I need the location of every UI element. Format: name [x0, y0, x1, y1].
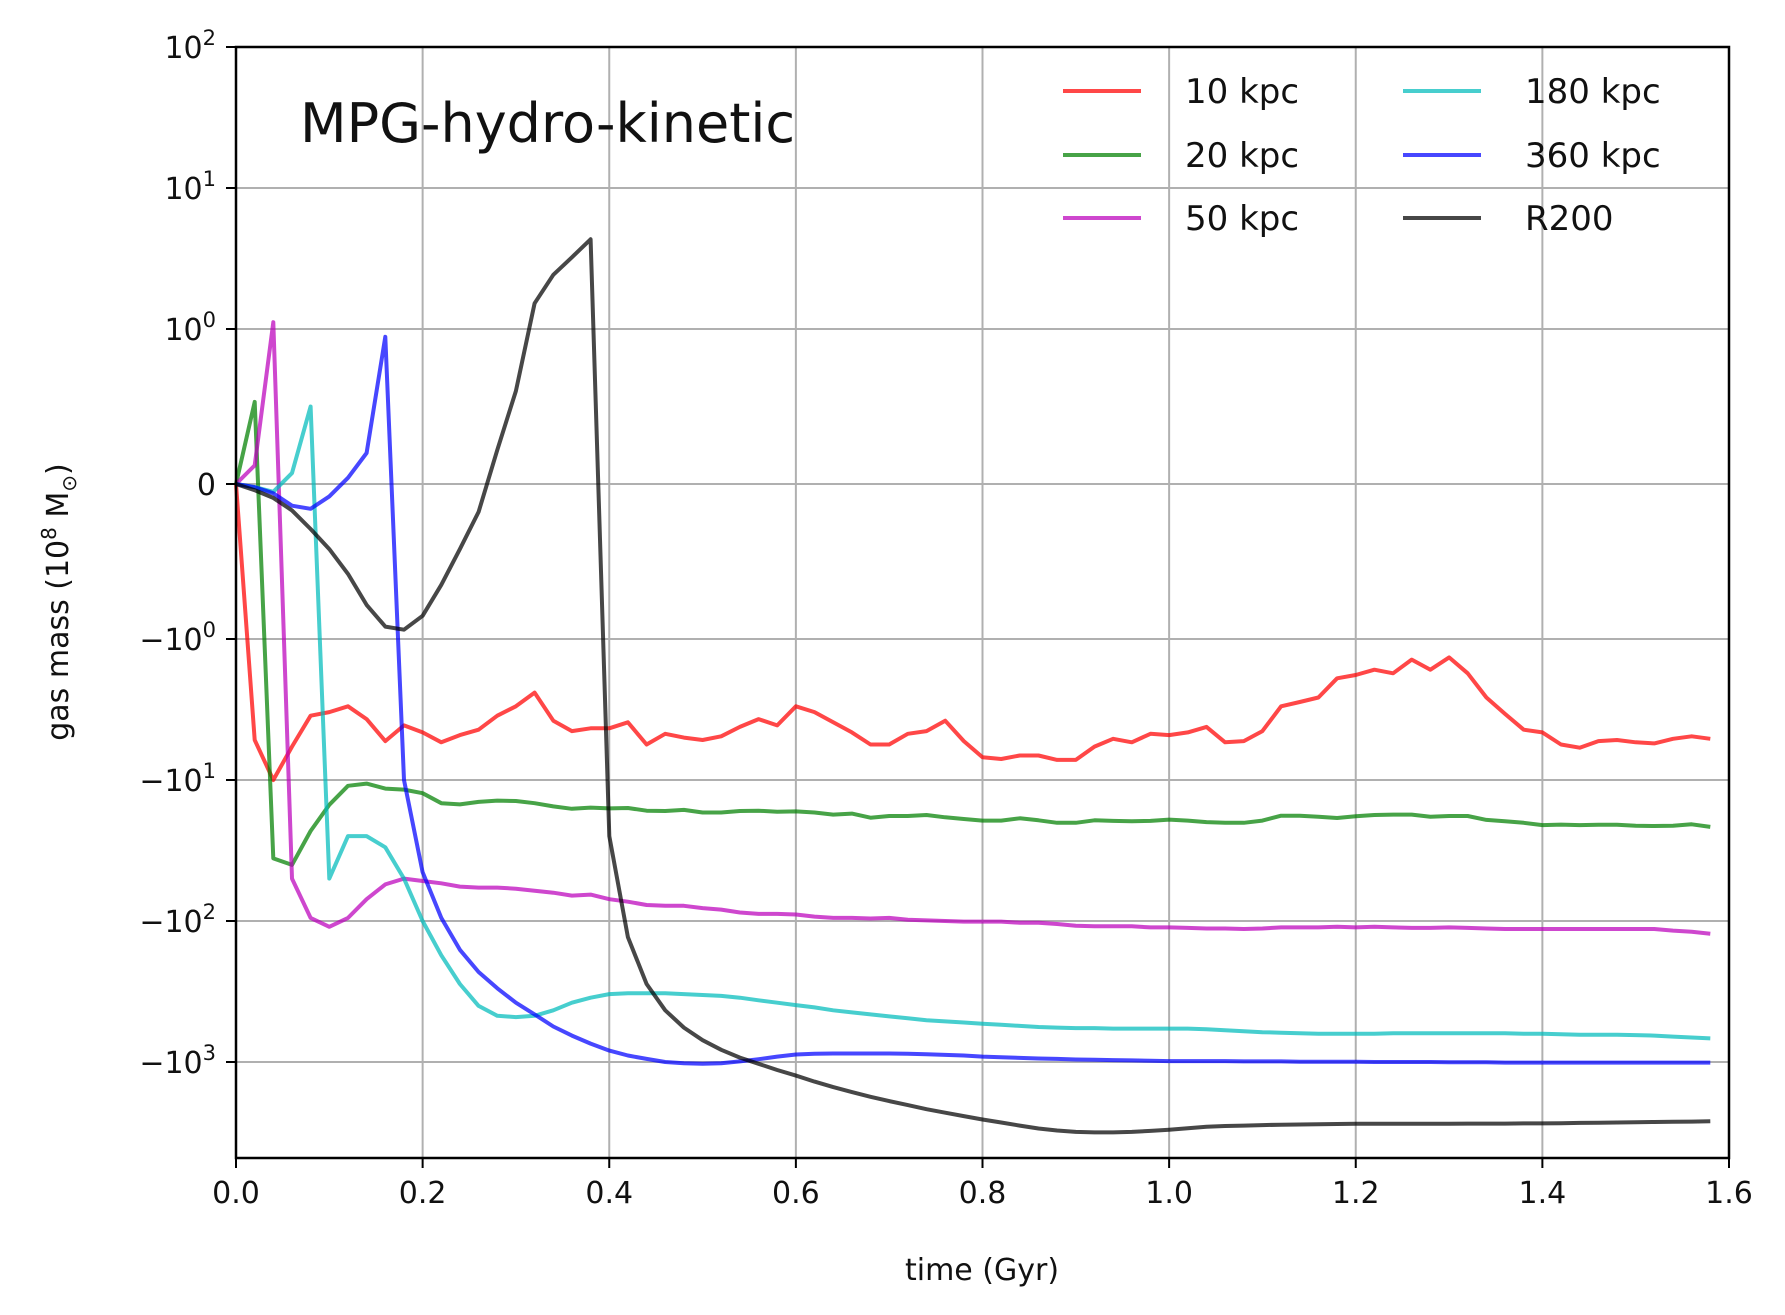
y-tick-base: 10	[164, 172, 202, 207]
y-axis-label-close: )	[41, 463, 76, 475]
x-axis: 0.0 0.2 0.4 0.6 0.8 1.0 1.2 1.4 1.6	[212, 1158, 1753, 1211]
x-tick-label: 0.0	[212, 1176, 260, 1211]
y-tick-base: −10	[139, 905, 202, 940]
series-line-r200	[235, 237, 1711, 1135]
y-tick-exponent: 2	[203, 26, 216, 50]
x-tick-label: 0.2	[399, 1176, 447, 1211]
y-tick-label: −103	[139, 1041, 216, 1081]
series-line-50-kpc	[234, 320, 1711, 936]
x-tick-label: 0.6	[772, 1176, 820, 1211]
series-line-360-kpc	[235, 334, 1711, 1066]
x-tick-label: 0.4	[585, 1176, 633, 1211]
y-axis-label-sup: 8	[37, 527, 61, 540]
legend-label: 50 kpc	[1185, 199, 1299, 239]
y-tick-exponent: 1	[203, 167, 216, 191]
x-tick-label: 1.6	[1705, 1176, 1753, 1211]
y-tick-base: 0	[197, 468, 216, 503]
y-tick-exponent: 0	[203, 618, 216, 642]
series-line-10-kpc	[234, 483, 1711, 782]
y-axis-label-pre: gas mass (10	[41, 540, 76, 741]
y-axis-label-post: M	[41, 492, 76, 527]
y-tick-base: 10	[164, 31, 202, 66]
y-tick-label: −101	[139, 759, 216, 799]
y-axis-label: gas mass (108 M⊙)	[37, 463, 81, 741]
y-tick-exponent: 1	[203, 759, 216, 783]
x-axis-label: time (Gyr)	[905, 1253, 1059, 1288]
series-lines	[234, 237, 1711, 1135]
y-tick-exponent: 2	[203, 900, 216, 924]
legend-label: 180 kpc	[1525, 72, 1661, 112]
y-tick-label: 0	[197, 468, 216, 503]
legend-label: R200	[1525, 199, 1614, 239]
legend: 10 kpc 20 kpc 50 kpc 180 kpc 360 kpc R200	[1063, 72, 1661, 239]
chart-title: MPG-hydro-kinetic	[300, 92, 795, 155]
y-tick-base: −10	[139, 764, 202, 799]
y-tick-label: 102	[164, 26, 216, 66]
y-tick-base: −10	[139, 623, 202, 658]
x-tick-label: 1.2	[1332, 1176, 1380, 1211]
y-tick-base: 10	[164, 313, 202, 348]
y-tick-label: 100	[164, 308, 216, 348]
series-line-20-kpc	[234, 399, 1711, 867]
y-tick-base: −10	[139, 1046, 202, 1081]
y-tick-label: −100	[139, 618, 216, 658]
legend-label: 360 kpc	[1525, 136, 1661, 176]
x-tick-label: 0.8	[959, 1176, 1007, 1211]
y-axis-label-sub: ⊙	[57, 475, 81, 492]
series-line-180-kpc	[235, 404, 1711, 1041]
legend-label: 20 kpc	[1185, 136, 1299, 176]
legend-label: 10 kpc	[1185, 72, 1299, 112]
y-tick-exponent: 3	[203, 1041, 216, 1065]
x-tick-label: 1.0	[1145, 1176, 1193, 1211]
y-tick-exponent: 0	[203, 308, 216, 332]
y-tick-label: 101	[164, 167, 216, 207]
x-tick-label: 1.4	[1519, 1176, 1567, 1211]
y-tick-label: −102	[139, 900, 216, 940]
